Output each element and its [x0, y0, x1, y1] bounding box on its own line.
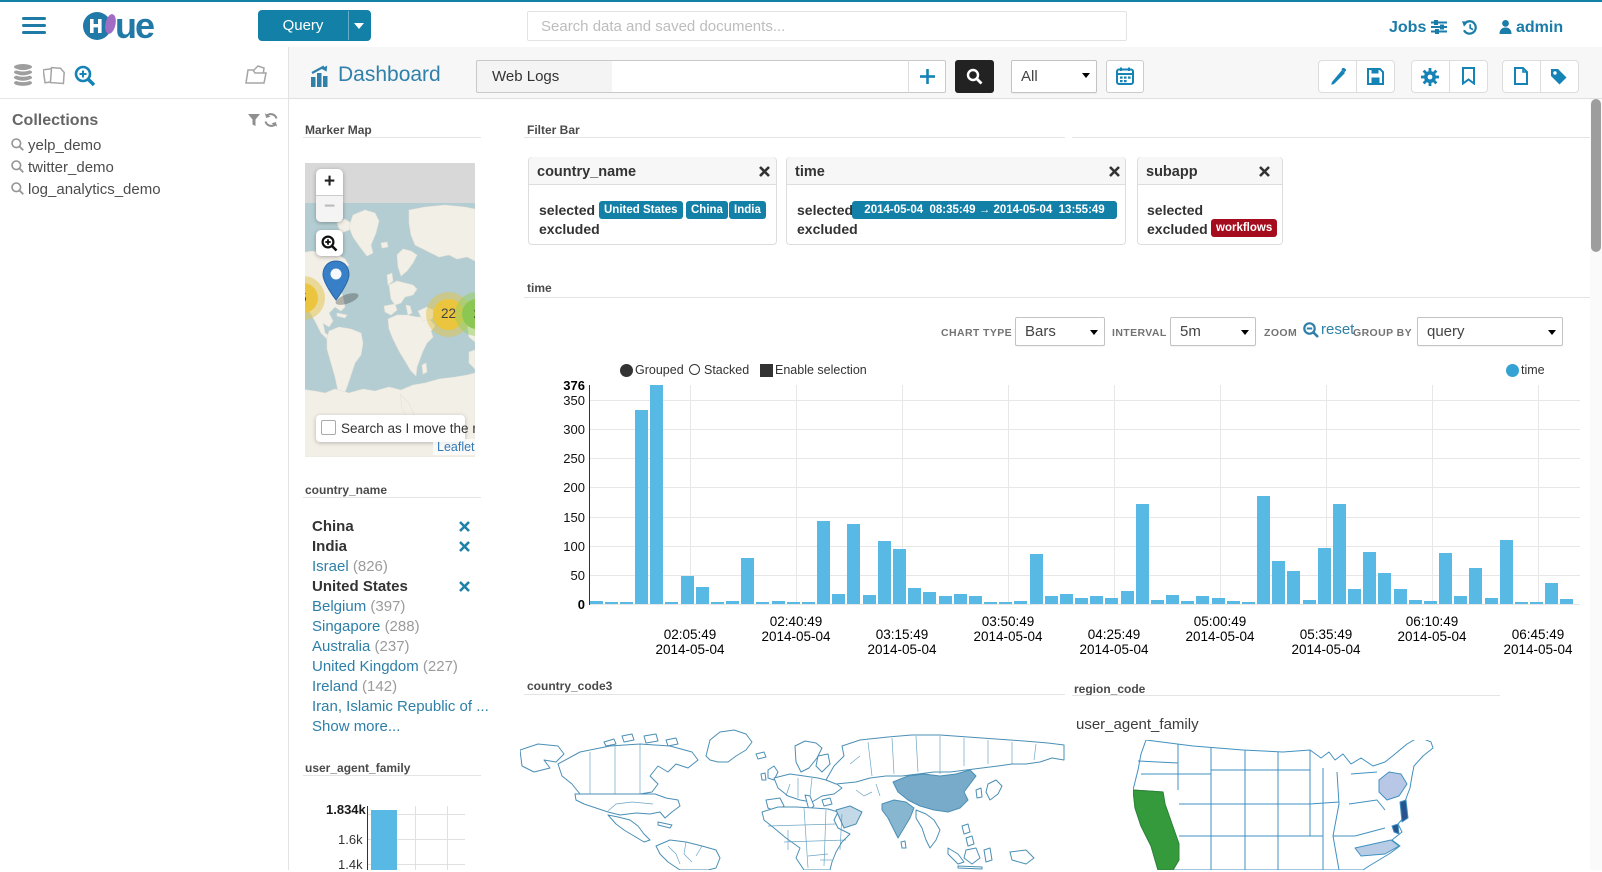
- svg-text:ue: ue: [115, 11, 154, 41]
